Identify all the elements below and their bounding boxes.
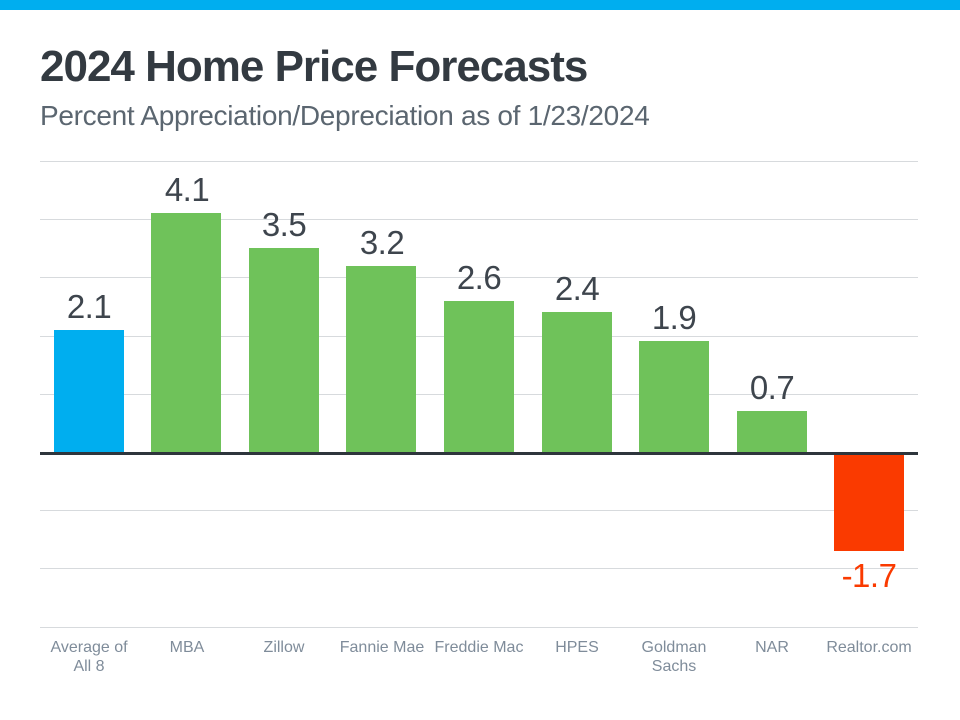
gridline-4 — [40, 219, 918, 220]
category-label-mba: MBA — [169, 639, 205, 656]
bar-value-average-of-all-8: 2.1 — [66, 288, 112, 325]
category-label-goldman-sachs: Goldman Sachs — [641, 639, 707, 675]
gridline--2 — [40, 568, 918, 569]
bar-value-fannie-mae: 3.2 — [359, 224, 405, 261]
accent-top-bar — [0, 0, 960, 10]
bar-hpes — [542, 312, 612, 452]
bar-goldman-sachs — [639, 341, 709, 452]
category-label-fannie-mae: Fannie Mae — [339, 639, 425, 656]
gridline-5 — [40, 161, 918, 162]
bar-value-hpes: 2.4 — [554, 270, 600, 307]
bar-freddie-mac — [444, 301, 514, 452]
page-title: 2024 Home Price Forecasts — [40, 42, 588, 91]
zero-axis-line — [40, 452, 918, 455]
category-label-freddie-mac: Freddie Mac — [434, 639, 524, 656]
page-subtitle: Percent Appreciation/Depreciation as of … — [40, 100, 650, 131]
category-label-average-of-all-8: Average of All 8 — [50, 639, 128, 675]
bar-realtor-com — [834, 452, 904, 551]
category-label-hpes: HPES — [555, 639, 599, 656]
gridline--1 — [40, 510, 918, 511]
gridline--3 — [40, 627, 918, 628]
bar-fannie-mae — [346, 266, 416, 452]
bar-value-goldman-sachs: 1.9 — [651, 299, 697, 336]
bar-mba — [151, 213, 221, 452]
bar-value-zillow: 3.5 — [261, 206, 307, 243]
category-label-realtor-com: Realtor.com — [826, 639, 912, 656]
bar-value-realtor-com: -1.7 — [841, 557, 897, 594]
bar-zillow — [249, 248, 319, 452]
bar-chart-plot-area: 2.1 4.1 3.5 3.2 2.6 2.4 1.9 0.7 -1.7 — [40, 161, 918, 628]
bar-average-of-all-8 — [54, 330, 124, 452]
bar-value-nar: 0.7 — [749, 369, 795, 406]
bar-nar — [737, 411, 807, 452]
category-label-zillow: Zillow — [263, 639, 305, 656]
gridline-3 — [40, 277, 918, 278]
category-label-nar: NAR — [755, 639, 789, 656]
bar-value-freddie-mac: 2.6 — [456, 259, 502, 296]
category-axis: Average of All 8 MBA Zillow Fannie Mae Fredd… — [40, 638, 918, 688]
bar-value-mba: 4.1 — [164, 171, 210, 208]
